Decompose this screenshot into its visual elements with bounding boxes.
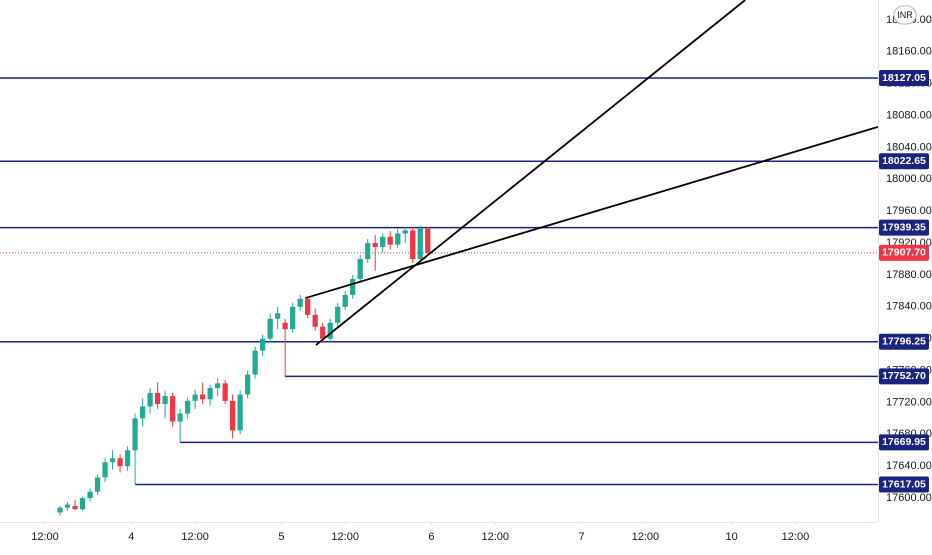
- candle-body: [169, 396, 176, 422]
- candle-body: [305, 298, 311, 315]
- x-tick-label: 12:00: [782, 531, 810, 543]
- candle-body: [275, 313, 281, 319]
- level-label-box: [879, 476, 929, 493]
- level-label-box: [879, 368, 929, 385]
- candle-body: [177, 413, 183, 422]
- y-tick-label: 17960.00: [886, 205, 932, 217]
- x-tick-label: 12:00: [31, 531, 59, 543]
- x-tick-label: 4: [128, 531, 134, 543]
- candle-body: [380, 236, 386, 248]
- level-label-box: [879, 434, 929, 451]
- candle-body: [199, 394, 206, 400]
- y-tick-label: 17880.00: [886, 269, 932, 281]
- level-label: 17752.70: [882, 370, 926, 382]
- candle-body: [87, 491, 93, 499]
- candle-body: [335, 306, 341, 323]
- last-price-label: 17907.70: [882, 247, 926, 259]
- candle-body: [297, 298, 303, 307]
- level-label: 17669.95: [882, 436, 926, 448]
- last-price-box: [879, 244, 929, 261]
- candle-body: [372, 243, 378, 248]
- x-tick-label: 12:00: [632, 531, 660, 543]
- candle-body: [395, 233, 401, 245]
- currency-badge: INR: [897, 10, 913, 20]
- candle-body: [124, 450, 131, 467]
- candle-body: [387, 236, 393, 245]
- candle-body: [207, 388, 213, 400]
- y-tick-label: 18040.00: [886, 141, 932, 153]
- x-tick-label: 7: [579, 531, 585, 543]
- y-tick-label: 17720.00: [886, 396, 932, 408]
- x-tick-label: 12:00: [331, 531, 359, 543]
- level-label-box: [879, 333, 929, 350]
- candle-body: [117, 458, 123, 467]
- candle-body: [94, 477, 101, 492]
- level-label: 18022.65: [882, 155, 926, 167]
- candle-body: [192, 394, 198, 401]
- candle-body: [214, 383, 221, 389]
- candle-body: [79, 498, 86, 510]
- trend-line: [305, 126, 879, 299]
- x-tick-label: 12:00: [482, 531, 510, 543]
- candle-body: [132, 418, 138, 451]
- candle-body: [139, 406, 146, 419]
- candle-body: [57, 507, 63, 513]
- candle-body: [72, 506, 78, 510]
- trend-line: [315, 0, 746, 346]
- candle-body: [290, 306, 296, 330]
- x-tick-label: 10: [726, 531, 738, 543]
- x-tick-label: 5: [278, 531, 284, 543]
- x-tick-label: 12:00: [181, 531, 209, 543]
- candle-body: [365, 243, 371, 260]
- y-tick-label: 18160.00: [886, 46, 932, 58]
- y-tick-label: 17600.00: [886, 492, 932, 504]
- x-tick-label: 6: [428, 531, 434, 543]
- candle-body: [162, 396, 168, 405]
- candle-body: [425, 228, 431, 253]
- y-tick-label: 18080.00: [886, 109, 932, 121]
- level-label-box: [879, 153, 929, 170]
- candle-body: [184, 400, 191, 414]
- candle-body: [342, 294, 348, 307]
- candle-body: [64, 504, 71, 508]
- candle-body: [417, 228, 423, 260]
- level-label-box: [879, 219, 929, 236]
- y-tick-label: 17840.00: [886, 301, 932, 313]
- y-tick-label: 18000.00: [886, 173, 932, 185]
- candle-body: [260, 338, 266, 351]
- candle-body: [327, 322, 333, 339]
- candle-body: [154, 392, 161, 405]
- level-label: 18127.05: [882, 72, 926, 84]
- candle-body: [357, 259, 363, 279]
- candle-body: [147, 392, 153, 407]
- candle-body: [350, 278, 356, 295]
- currency-badge-box: [893, 5, 917, 25]
- candle-body: [222, 383, 228, 401]
- candle-body: [102, 462, 108, 478]
- candle-body: [245, 374, 251, 395]
- candle-body: [230, 400, 236, 431]
- candle-body: [320, 326, 326, 339]
- candle-body: [312, 314, 318, 327]
- candle-body: [410, 230, 416, 260]
- level-label-box: [879, 70, 929, 87]
- candle-body: [282, 322, 288, 330]
- candle-body: [252, 350, 258, 375]
- level-label: 17617.05: [882, 478, 926, 490]
- candle-body: [237, 394, 243, 431]
- candle-body: [402, 230, 408, 234]
- candle-body: [267, 318, 273, 339]
- candle-body: [109, 458, 116, 463]
- level-label: 17796.25: [882, 335, 926, 347]
- level-label: 17939.35: [882, 221, 926, 233]
- y-tick-label: 17640.00: [886, 460, 932, 472]
